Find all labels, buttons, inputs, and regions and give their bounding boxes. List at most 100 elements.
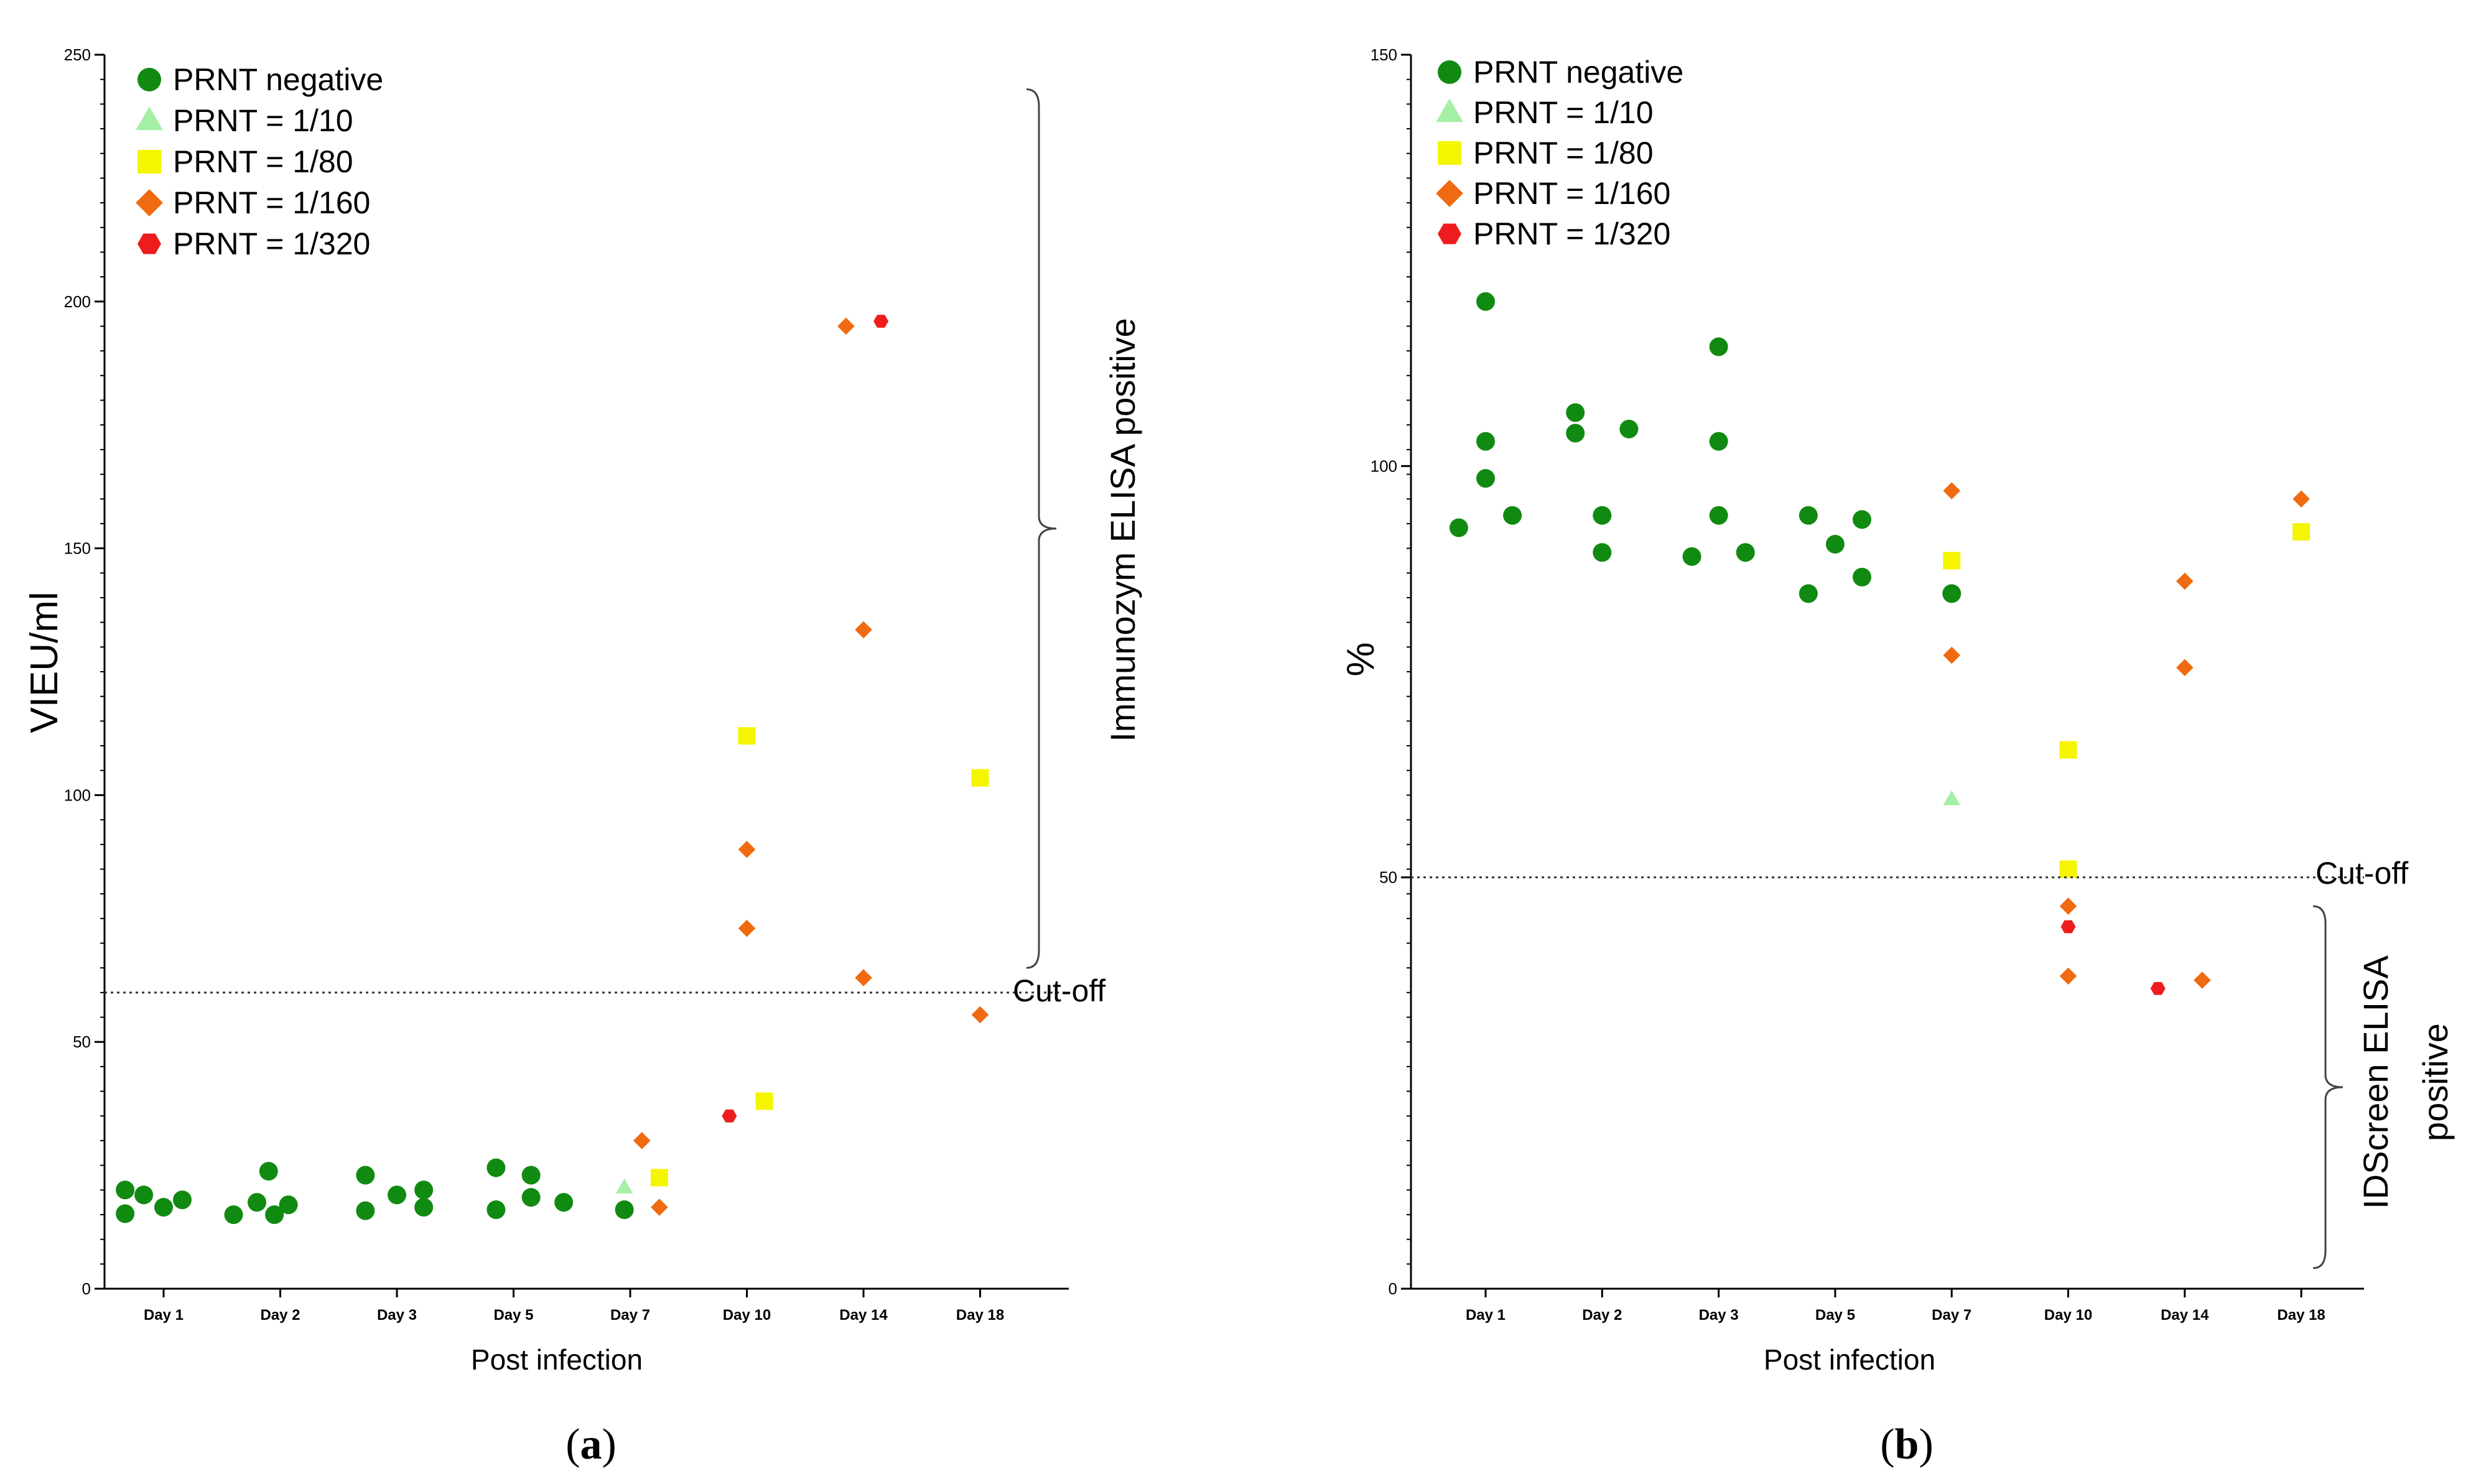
data-point-prnt-1-80 [2059, 741, 2077, 759]
data-point-prnt-1-80 [755, 1092, 773, 1110]
x-tick-label-day-1: Day 1 [144, 1307, 184, 1324]
legend-label-prnt-1-10: PRNT = 1/10 [173, 103, 353, 138]
x-tick-label-day-1: Day 1 [1466, 1307, 1506, 1324]
legend-marker-prnt-1-160 [1436, 180, 1463, 207]
panel-a-points [116, 315, 989, 1224]
legend-marker-prnt-1-320 [137, 233, 161, 254]
data-point-prnt-negative [1476, 292, 1495, 311]
panel-a-ticks: 0 50 100 150 200 250 Day 1 Day 2 Day 3 Day 5 Day 7… [64, 45, 1005, 1324]
data-point-prnt-negative [154, 1198, 173, 1217]
panel-a-cutoff-label: Cut-off [1013, 973, 1106, 1008]
y-tick-label: 0 [1389, 1279, 1397, 1298]
panel-b-caption: (b) [1880, 1421, 1934, 1468]
x-tick-label-day-18: Day 18 [2277, 1307, 2325, 1324]
data-point-prnt-1-320 [722, 1109, 737, 1123]
legend-label-prnt-1-160: PRNT = 1/160 [173, 185, 370, 220]
panel-b-bracket-label: IDScreen ELISA positive [2356, 955, 2455, 1208]
data-point-prnt-1-80 [2059, 860, 2077, 878]
y-tick-label: 50 [73, 1032, 91, 1051]
data-point-prnt-negative [388, 1185, 406, 1205]
panel-b-chart: 0 50 100 150 Day 1 Day 2 Day 3 Day 5 Day 7 Day 10… [1339, 45, 2455, 1468]
legend-marker-prnt-1-80 [1438, 141, 1461, 165]
data-point-prnt-negative [356, 1166, 375, 1185]
y-tick-label: 150 [1371, 45, 1397, 64]
panel-a-chart: 0 50 100 150 200 250 Day 1 Day 2 Day 3 Day 5 Day 7… [23, 45, 1142, 1468]
panel-b-points [1449, 292, 2311, 995]
data-point-prnt-negative [1593, 506, 1612, 525]
legend-label-prnt-1-320: PRNT = 1/320 [173, 226, 370, 261]
panel-b-legend: PRNT negative PRNT = 1/10 PRNT = 1/80 PRNT … [1436, 55, 1683, 251]
data-point-prnt-1-160 [855, 621, 872, 639]
data-point-prnt-negative [116, 1180, 135, 1200]
data-point-prnt-negative [1619, 419, 1639, 438]
x-tick-label-day-3: Day 3 [377, 1307, 417, 1324]
panel-b-bracket-label-line-1: IDScreen ELISA [2356, 955, 2395, 1208]
data-point-prnt-negative [248, 1193, 266, 1212]
data-point-prnt-1-80 [650, 1169, 668, 1187]
data-point-prnt-negative [486, 1158, 506, 1177]
panel-b-bracket [2312, 905, 2344, 1269]
data-point-prnt-1-160 [2059, 967, 2077, 985]
data-point-prnt-1-160 [1943, 646, 1960, 664]
data-point-prnt-negative [414, 1198, 434, 1217]
legend-label-prnt-1-80: PRNT = 1/80 [173, 144, 353, 179]
data-point-prnt-1-160 [633, 1132, 651, 1149]
data-point-prnt-1-10 [1943, 790, 1960, 805]
data-point-prnt-negative [1736, 543, 1755, 562]
legend-label-prnt-1-320: PRNT = 1/320 [1473, 216, 1670, 251]
x-tick-label-day-3: Day 3 [1699, 1307, 1739, 1324]
y-tick-label: 200 [64, 292, 91, 311]
data-point-prnt-negative [486, 1200, 506, 1220]
data-point-prnt-negative [1852, 510, 1871, 529]
legend-marker-prnt-1-160 [136, 189, 163, 216]
data-point-prnt-negative [1709, 506, 1728, 525]
data-point-prnt-negative [521, 1188, 541, 1207]
data-point-prnt-negative [1593, 543, 1612, 562]
x-tick-label-day-14: Day 14 [839, 1307, 888, 1324]
legend-label-prnt-1-80: PRNT = 1/80 [1473, 136, 1654, 170]
data-point-prnt-1-160 [855, 969, 872, 986]
x-tick-label-day-10: Day 10 [723, 1307, 771, 1324]
data-point-prnt-negative [356, 1201, 375, 1220]
legend-marker-prnt-1-10 [136, 106, 163, 131]
data-point-prnt-1-160 [2176, 659, 2194, 677]
data-point-prnt-negative [173, 1190, 192, 1210]
legend-marker-prnt-1-80 [137, 150, 161, 174]
data-point-prnt-1-160 [2292, 490, 2310, 508]
data-point-prnt-1-80 [1943, 552, 1961, 570]
legend-marker-prnt-1-10 [1436, 98, 1463, 123]
legend-marker-prnt-1-320 [1438, 223, 1461, 244]
data-point-prnt-negative [1852, 567, 1871, 587]
data-point-prnt-negative [1476, 432, 1495, 451]
panel-a-bracket [1026, 88, 1057, 969]
legend-label-prnt-negative: PRNT negative [1473, 55, 1683, 90]
x-tick-label-day-2: Day 2 [1582, 1307, 1622, 1324]
data-point-prnt-negative [259, 1162, 278, 1181]
data-point-prnt-1-160 [651, 1199, 668, 1216]
x-tick-label-day-2: Day 2 [260, 1307, 300, 1324]
data-point-prnt-1-80 [738, 727, 756, 745]
data-point-prnt-negative [1799, 584, 1818, 603]
x-tick-label-day-7: Day 7 [1932, 1307, 1971, 1324]
legend-label-prnt-1-10: PRNT = 1/10 [1473, 95, 1654, 130]
panel-b-ticks: 0 50 100 150 Day 1 Day 2 Day 3 Day 5 Day 7 Day 10… [1371, 45, 2325, 1324]
data-point-prnt-1-320 [2150, 981, 2166, 995]
data-point-prnt-1-80 [2292, 523, 2311, 541]
x-tick-label-day-5: Day 5 [1815, 1307, 1855, 1324]
y-tick-label: 150 [64, 539, 91, 558]
data-point-prnt-negative [1682, 547, 1701, 566]
data-point-prnt-1-160 [2059, 897, 2077, 915]
y-tick-label: 100 [1371, 457, 1397, 475]
x-tick-label-day-18: Day 18 [956, 1307, 1004, 1324]
data-point-prnt-negative [1449, 518, 1468, 537]
panel-b-x-axis-title: Post infection [1764, 1343, 1935, 1376]
y-tick-label: 0 [82, 1279, 91, 1298]
data-point-prnt-1-160 [971, 1006, 989, 1024]
panel-b-cutoff-label: Cut-off [2316, 856, 2408, 891]
data-point-prnt-negative [1799, 506, 1818, 525]
data-point-prnt-negative [1825, 534, 1845, 554]
data-point-prnt-negative [1566, 403, 1585, 422]
data-point-prnt-1-160 [2194, 972, 2211, 989]
data-point-prnt-negative [1503, 506, 1522, 525]
